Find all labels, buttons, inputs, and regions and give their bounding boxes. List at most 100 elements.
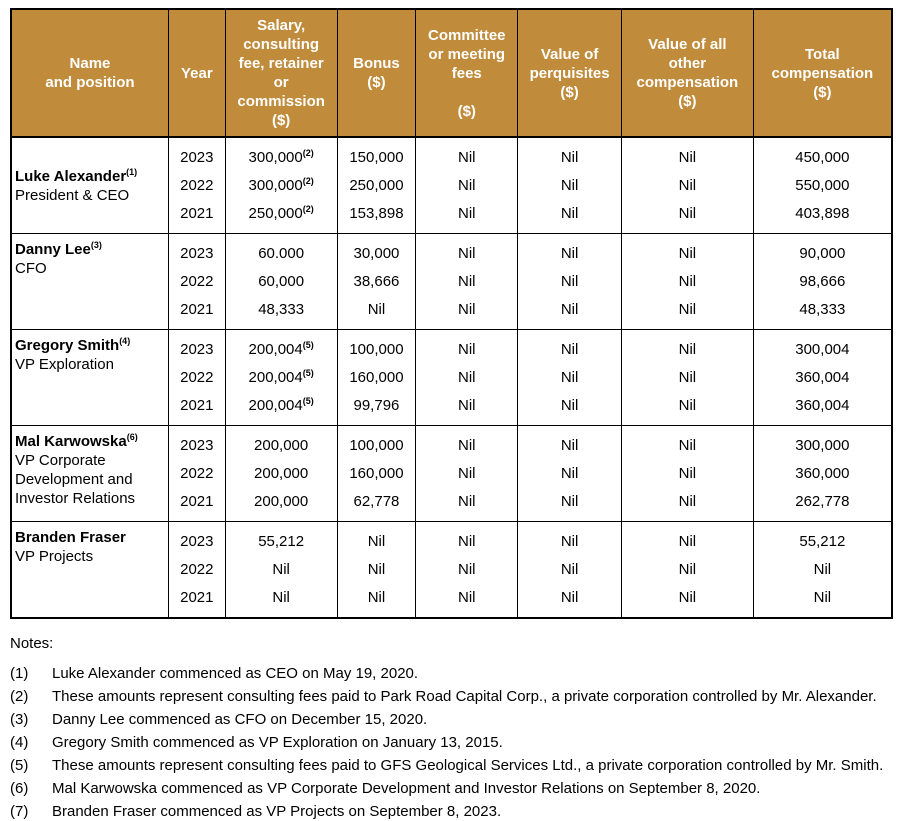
note-text: These amounts represent consulting fees … (52, 688, 877, 705)
bonus-value: 100,000 (349, 437, 404, 454)
total-compensation-cell: 450,000 550,000 403,898 (752, 136, 893, 234)
other-compensation-value: Nil (678, 465, 697, 482)
year-value: 2021 (180, 205, 214, 222)
perquisites-value: Nil (560, 245, 579, 262)
other-compensation-cell: Nil Nil Nil (620, 521, 754, 619)
committee-value: Nil (458, 177, 476, 194)
committee-value: Nil (458, 589, 476, 606)
salary-value: 300,000(2) (248, 148, 314, 167)
executive-position: President & CEO (15, 187, 130, 204)
name-cell: Luke Alexander(1) President & CEO (10, 136, 169, 234)
perquisites-value: Nil (560, 273, 579, 290)
footnote-ref: (5) (302, 396, 314, 406)
perquisites-cell: Nil Nil Nil (517, 521, 622, 619)
note-item: (6) Mal Karwowska commenced as VP Corpor… (10, 780, 893, 798)
perquisites-value: Nil (560, 561, 579, 578)
other-compensation-value: Nil (678, 437, 697, 454)
column-header-committee-fees: Committee or meeting fees ($) (415, 8, 519, 138)
perquisites-value: Nil (560, 369, 579, 386)
bonus-value: Nil (367, 561, 386, 578)
committee-value: Nil (458, 341, 476, 358)
other-compensation-cell: Nil Nil Nil (620, 425, 754, 522)
committee-fees-cell: Nil Nil Nil (415, 233, 519, 330)
executive-name: Luke Alexander(1) (15, 167, 138, 186)
year-value: 2023 (180, 149, 214, 166)
table-row: Danny Lee(3) CFO 2023 2022 2021 60.000 6… (10, 233, 893, 330)
total-compensation-cell: 300,000 360,000 262,778 (752, 425, 893, 522)
perquisites-cell: Nil Nil Nil (517, 136, 622, 234)
salary-value: 200,000 (254, 437, 309, 454)
other-compensation-cell: Nil Nil Nil (620, 329, 754, 426)
bonus-value: 150,000 (349, 149, 404, 166)
committee-value: Nil (458, 369, 476, 386)
other-compensation-cell: Nil Nil Nil (620, 136, 754, 234)
committee-value: Nil (458, 493, 476, 510)
table-row: Mal Karwowska(6) VP Corporate Developmen… (10, 425, 893, 522)
table-row: Luke Alexander(1) President & CEO 2023 2… (10, 136, 893, 234)
bonus-cell: Nil Nil Nil (336, 521, 417, 619)
other-compensation-value: Nil (678, 493, 697, 510)
executive-position: VP Exploration (15, 356, 114, 373)
salary-cell: 200,004(5) 200,004(5) 200,004(5) (224, 329, 338, 426)
executive-position: VP Projects (15, 548, 94, 565)
perquisites-value: Nil (560, 397, 579, 414)
column-header-perquisites: Value of perquisites ($) (517, 8, 622, 138)
other-compensation-value: Nil (678, 245, 697, 262)
year-value: 2022 (180, 561, 214, 578)
bonus-value: 100,000 (349, 341, 404, 358)
year-value: 2021 (180, 493, 214, 510)
other-compensation-value: Nil (678, 589, 697, 606)
note-item: (3) Danny Lee commenced as CFO on Decemb… (10, 711, 893, 729)
perquisites-value: Nil (560, 205, 579, 222)
note-text: Gregory Smith commenced as VP Exploratio… (52, 734, 503, 751)
total-value: 48,333 (799, 301, 846, 318)
bonus-cell: 100,000 160,000 99,796 (336, 329, 417, 426)
salary-cell: 60.000 60,000 48,333 (224, 233, 338, 330)
note-item: (5) These amounts represent consulting f… (10, 757, 893, 775)
bonus-value: 99,796 (353, 397, 400, 414)
note-text: Luke Alexander commenced as CEO on May 1… (52, 665, 419, 682)
total-value: 98,666 (799, 273, 846, 290)
name-cell: Gregory Smith(4) VP Exploration (10, 329, 169, 426)
note-item: (7) Branden Fraser commenced as VP Proje… (10, 803, 893, 821)
footnote-ref: (1) (126, 167, 138, 177)
year-value: 2022 (180, 369, 214, 386)
committee-value: Nil (458, 205, 476, 222)
total-value: 300,004 (795, 341, 850, 358)
committee-fees-cell: Nil Nil Nil (415, 521, 519, 619)
total-value: 360,004 (795, 369, 850, 386)
salary-value: 300,000(2) (248, 176, 314, 195)
year-value: 2022 (180, 273, 214, 290)
bonus-cell: 30,000 38,666 Nil (336, 233, 417, 330)
other-compensation-value: Nil (678, 205, 697, 222)
perquisites-value: Nil (560, 149, 579, 166)
column-header-other-compensation: Value of all other compensation ($) (620, 8, 754, 138)
year-value: 2021 (180, 397, 214, 414)
footnote-ref: (2) (302, 176, 314, 186)
name-cell: Danny Lee(3) CFO (10, 233, 169, 330)
committee-fees-cell: Nil Nil Nil (415, 425, 519, 522)
year-value: 2021 (180, 589, 214, 606)
bonus-value: 160,000 (349, 369, 404, 386)
executive-name: Branden Fraser (15, 529, 126, 546)
committee-value: Nil (458, 301, 476, 318)
perquisites-value: Nil (560, 533, 579, 550)
salary-value: 60,000 (258, 273, 305, 290)
total-compensation-cell: 55,212 Nil Nil (752, 521, 893, 619)
column-header-name-position: Name and position (10, 8, 169, 138)
year-cell: 2023 2022 2021 (167, 233, 226, 330)
executive-name: Gregory Smith(4) (15, 336, 131, 355)
total-value: 300,000 (795, 437, 850, 454)
total-value: 450,000 (795, 149, 850, 166)
footnote-ref: (6) (126, 432, 138, 442)
note-number: (1) (10, 665, 29, 682)
committee-value: Nil (458, 533, 476, 550)
salary-value: Nil (272, 589, 290, 606)
footnote-ref: (5) (302, 340, 314, 350)
bonus-value: 38,666 (353, 273, 400, 290)
note-number: (5) (10, 757, 29, 774)
total-value: 403,898 (795, 205, 850, 222)
other-compensation-value: Nil (678, 397, 697, 414)
column-header-salary: Salary, consulting fee, retainer or comm… (224, 8, 338, 138)
salary-value: 200,004(5) (248, 368, 314, 387)
